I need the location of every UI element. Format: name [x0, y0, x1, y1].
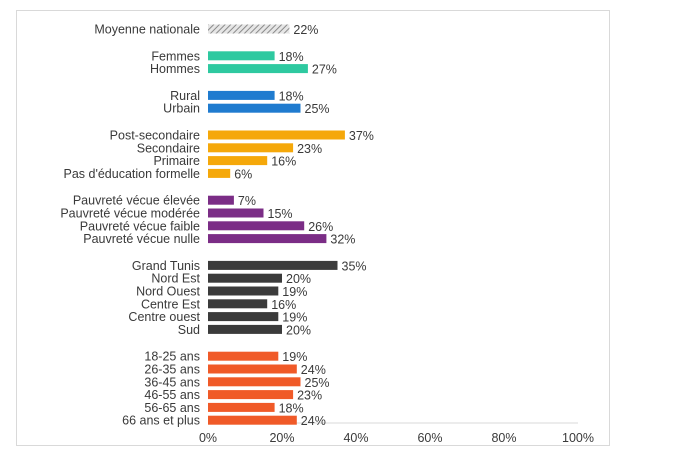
value-label-centre-ouest: 19%	[282, 311, 307, 325]
x-axis: 0% 20% 40% 60% 80% 100%	[199, 422, 594, 445]
bar-femmes	[208, 51, 275, 61]
bar-sud	[208, 324, 282, 334]
bars: Moyenne nationale 22% Femmes 18% Hommes 27% Ru…	[60, 23, 374, 429]
value-label-pauvrete-vecue-moderee: 15%	[268, 207, 293, 221]
category-label-pauvrete-vecue-moderee: Pauvreté vécue modérée	[60, 207, 200, 221]
category-label-18-25-ans: 18-25 ans	[144, 350, 200, 364]
value-label-pauvrete-vecue-faible: 26%	[308, 220, 333, 234]
bar-pauvrete-vecue-elevee	[208, 195, 234, 205]
category-label-centre-ouest: Centre ouest	[128, 310, 200, 324]
category-label-rural: Rural	[170, 89, 200, 103]
category-label-pauvrete-vecue-elevee: Pauvreté vécue élevée	[73, 194, 200, 208]
x-tick-label: 20%	[269, 431, 294, 445]
category-label-primaire: Primaire	[153, 154, 200, 168]
category-label-hommes: Hommes	[150, 62, 200, 76]
x-tick-label: 80%	[491, 431, 516, 445]
value-label-centre-est: 16%	[271, 298, 296, 312]
value-label-rural: 18%	[279, 89, 304, 103]
category-label-femmes: Femmes	[151, 49, 200, 63]
category-label-secondaire: Secondaire	[137, 141, 200, 155]
category-label-moyenne-nationale: Moyenne nationale	[94, 23, 200, 37]
category-label-pauvrete-vecue-nulle: Pauvreté vécue nulle	[83, 232, 200, 246]
value-label-primaire: 16%	[271, 155, 296, 169]
category-label-pauvrete-vecue-faible: Pauvreté vécue faible	[80, 219, 200, 233]
value-label-26-35-ans: 24%	[301, 363, 326, 377]
category-label-pas-d-education-formelle: Pas d'éducation formelle	[64, 167, 201, 181]
bar-secondaire	[208, 143, 294, 153]
value-label-urbain: 25%	[305, 102, 330, 116]
value-label-pauvrete-vecue-nulle: 32%	[330, 233, 355, 247]
bar-56-65-ans	[208, 402, 275, 412]
category-label-36-45-ans: 36-45 ans	[144, 375, 200, 389]
bar-centre-est	[208, 299, 268, 309]
category-label-56-65-ans: 56-65 ans	[144, 401, 200, 415]
bar-pas-d-education-formelle	[208, 168, 231, 178]
bar-36-45-ans	[208, 377, 301, 387]
bar-urbain	[208, 103, 301, 113]
bar-nord-ouest	[208, 286, 279, 296]
bar-26-35-ans	[208, 364, 297, 374]
value-label-36-45-ans: 25%	[305, 376, 330, 390]
bar-rural	[208, 90, 275, 100]
category-label-46-55-ans: 46-55 ans	[144, 388, 200, 402]
category-label-centre-est: Centre Est	[141, 297, 201, 311]
bar-moyenne-nationale	[208, 24, 290, 34]
category-label-nord-est: Nord Est	[151, 272, 200, 286]
x-tick-label: 60%	[417, 431, 442, 445]
category-label-nord-ouest: Nord Ouest	[136, 285, 200, 299]
category-label-sud: Sud	[178, 323, 200, 337]
value-label-18-25-ans: 19%	[282, 350, 307, 364]
value-label-66-ans-et-plus: 24%	[301, 414, 326, 428]
bar-centre-ouest	[208, 312, 279, 322]
bar-pauvrete-vecue-moderee	[208, 208, 264, 218]
category-label-urbain: Urbain	[163, 102, 200, 116]
bar-66-ans-et-plus	[208, 415, 297, 425]
bar-post-secondaire	[208, 130, 345, 140]
bar-grand-tunis	[208, 260, 338, 270]
category-label-66-ans-et-plus: 66 ans et plus	[122, 414, 200, 428]
bar-46-55-ans	[208, 390, 294, 400]
chart-frame	[16, 10, 610, 446]
value-label-grand-tunis: 35%	[342, 259, 367, 273]
value-label-46-55-ans: 23%	[297, 389, 322, 403]
value-label-nord-est: 20%	[286, 272, 311, 286]
value-label-pauvrete-vecue-elevee: 7%	[238, 194, 256, 208]
value-label-hommes: 27%	[312, 63, 337, 77]
x-tick-label: 100%	[562, 431, 594, 445]
x-tick-label: 40%	[343, 431, 368, 445]
category-label-grand-tunis: Grand Tunis	[132, 259, 200, 273]
value-label-sud: 20%	[286, 323, 311, 337]
category-label-post-secondaire: Post-secondaire	[110, 129, 200, 143]
category-label-26-35-ans: 26-35 ans	[144, 363, 200, 377]
bar-pauvrete-vecue-nulle	[208, 234, 327, 244]
bar-nord-est	[208, 273, 282, 283]
x-tick-label: 0%	[199, 431, 217, 445]
bar-pauvrete-vecue-faible	[208, 221, 305, 231]
value-label-post-secondaire: 37%	[349, 129, 374, 143]
value-label-56-65-ans: 18%	[279, 401, 304, 415]
value-label-pas-d-education-formelle: 6%	[234, 167, 252, 181]
value-label-moyenne-nationale: 22%	[293, 23, 318, 37]
bar-primaire	[208, 156, 268, 166]
bar-hommes	[208, 64, 308, 74]
value-label-nord-ouest: 19%	[282, 285, 307, 299]
value-label-secondaire: 23%	[297, 142, 322, 156]
bar-18-25-ans	[208, 351, 279, 361]
value-label-femmes: 18%	[279, 50, 304, 64]
